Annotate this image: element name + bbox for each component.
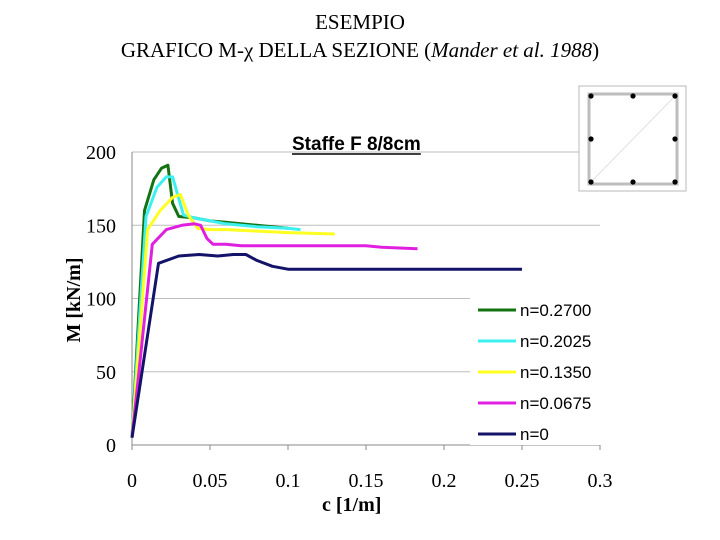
rebar-dot <box>588 93 594 99</box>
y-tick-label: 0 <box>106 435 116 457</box>
rebar-dot <box>630 179 636 185</box>
series-line-3 <box>130 222 418 438</box>
y-tick-label: 100 <box>86 289 116 311</box>
title-line-2-italic: Mander et al. 1988 <box>431 38 593 62</box>
x-tick-label: 0.05 <box>193 470 228 492</box>
section-diagonal <box>588 93 678 185</box>
x-tick-label: 0.25 <box>505 470 540 492</box>
series-line-2 <box>130 193 335 438</box>
legend: n=0.2700 n=0.2025 n=0.1350 n=0.0675 n=0 <box>470 293 600 445</box>
y-tick-label: 200 <box>86 142 116 164</box>
y-axis-label: M [kN/m] <box>63 258 85 343</box>
y-tick-label: 50 <box>96 362 116 384</box>
rebar-dot <box>672 136 678 142</box>
title-line-2-main: GRAFICO M-χ DELLA SEZIONE ( <box>120 38 432 62</box>
legend-label: n=0.1350 <box>520 363 591 382</box>
axes: 0 50 100 150 200 0 0.05 0.1 0.15 0.2 0.25 0.3 <box>86 142 613 492</box>
series-line-1 <box>130 175 301 438</box>
chart-title: Staffe F 8/8cm <box>292 134 421 155</box>
legend-label: n=0.2025 <box>520 332 591 351</box>
legend-label: n=0 <box>520 425 549 444</box>
legend-label: n=0.2700 <box>520 301 591 320</box>
x-tick-label: 0.3 <box>588 470 613 492</box>
x-tick-label: 0.1 <box>276 470 301 492</box>
x-tick-label: 0 <box>127 470 137 492</box>
title-line-1: ESEMPIO <box>315 10 405 34</box>
legend-box <box>470 293 600 445</box>
rebar-dot <box>672 179 678 185</box>
legend-label: n=0.0675 <box>520 394 591 413</box>
x-axis-label: c [1/m] <box>322 494 381 516</box>
x-tick-label: 0.2 <box>432 470 457 492</box>
rebar-dot <box>588 179 594 185</box>
rebar-dot <box>630 93 636 99</box>
section-diagram <box>578 85 687 192</box>
title-line-2: GRAFICO M-χ DELLA SEZIONE (Mander et al.… <box>0 36 720 64</box>
series-line-0 <box>130 163 289 438</box>
rebar-dot <box>588 136 594 142</box>
series-line-4 <box>130 253 522 438</box>
rebar-dot <box>672 93 678 99</box>
y-tick-label: 150 <box>86 215 116 237</box>
title-line-2-end: ) <box>592 38 600 62</box>
page-title: ESEMPIO GRAFICO M-χ DELLA SEZIONE (Mande… <box>0 8 720 64</box>
series-group <box>130 163 522 438</box>
x-tick-label: 0.15 <box>349 470 384 492</box>
